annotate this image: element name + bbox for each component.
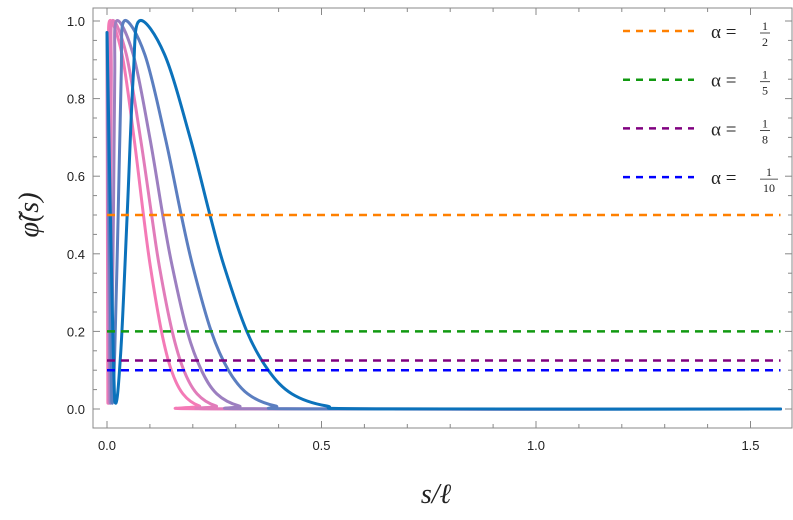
x-tick-label: 0.0: [98, 438, 116, 453]
legend-item-1: α = 1 2: [623, 19, 770, 49]
legend-numerator: 1: [762, 19, 768, 33]
legend-label: α =: [711, 71, 736, 92]
x-tick-label: 0.5: [312, 438, 330, 453]
legend-numerator: 1: [766, 165, 772, 179]
threshold-lines-group: [107, 213, 781, 372]
legend-label: α =: [711, 119, 736, 140]
legend-item-4: α = 1 10: [623, 165, 778, 195]
legend-denominator: 10: [763, 181, 775, 195]
legend: α = 1 2 α = 1 5 α = 1 8 α = 1 10: [623, 19, 778, 195]
ticks-group: 0.0 0.2 0.4 0.6 0.8 1.0 0.0 0.5 1.0 1.5: [67, 8, 792, 453]
y-tick-label: 0.6: [67, 169, 85, 184]
curve-5: [105, 19, 783, 411]
legend-label: α =: [711, 22, 736, 43]
legend-denominator: 5: [762, 84, 768, 98]
y-tick-label: 0.2: [67, 324, 85, 339]
y-tick-label: 1.0: [67, 14, 85, 29]
curves-group: [105, 19, 783, 411]
legend-item-3: α = 1 8: [623, 116, 770, 146]
legend-denominator: 8: [762, 132, 768, 146]
legend-denominator: 2: [762, 35, 768, 49]
legend-label: α =: [711, 168, 736, 189]
y-tick-label: 0.0: [67, 402, 85, 417]
legend-numerator: 1: [762, 116, 768, 130]
y-tick-label: 0.4: [67, 247, 85, 262]
y-axis-label: φ̃(s): [14, 192, 45, 237]
legend-numerator: 1: [762, 68, 768, 82]
plot-frame: [92, 7, 793, 429]
y-tick-label: 0.8: [67, 92, 85, 107]
x-tick-label: 1.5: [741, 438, 759, 453]
legend-item-2: α = 1 5: [623, 68, 770, 98]
x-tick-label: 1.0: [527, 438, 545, 453]
x-axis-label: s/ℓ: [421, 479, 452, 510]
